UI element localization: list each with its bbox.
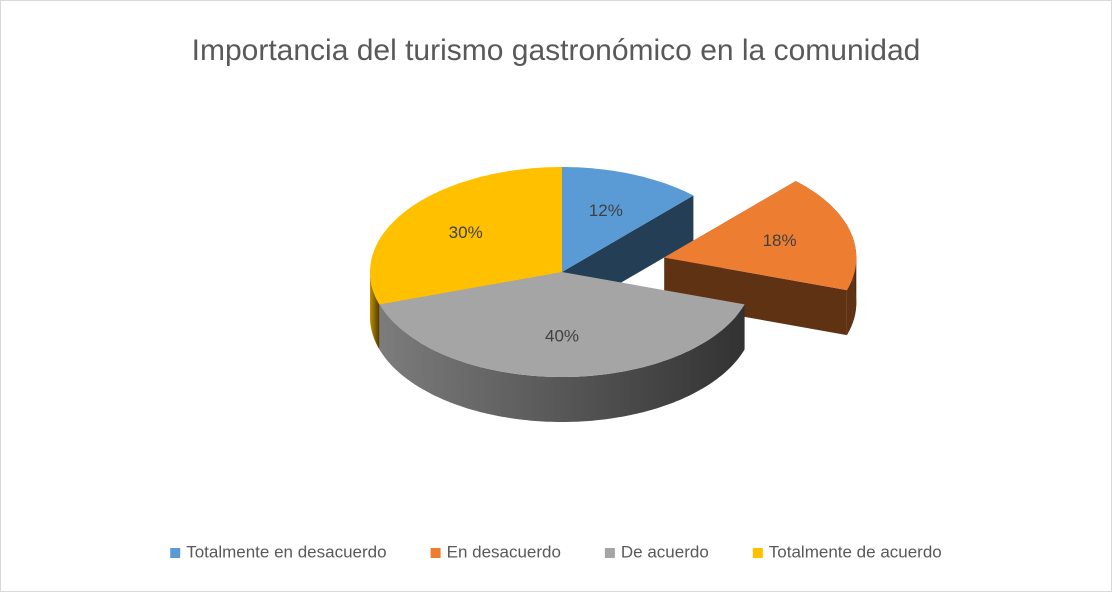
legend-swatch — [430, 548, 441, 558]
data-label: 12% — [589, 201, 623, 220]
slice — [379, 272, 745, 377]
slice-tops — [370, 167, 857, 377]
legend-label: De acuerdo — [621, 542, 709, 561]
legend-swatch — [604, 548, 615, 558]
slice-side — [370, 272, 380, 350]
legend-item: En desacuerdo — [430, 542, 561, 561]
legend-item: Totalmente en desacuerdo — [170, 542, 387, 561]
slice — [370, 167, 562, 305]
legend-item: Totalmente de acuerdo — [752, 542, 942, 561]
slice-side — [664, 257, 847, 336]
chart-title: Importancia del turismo gastronómico en … — [192, 34, 921, 67]
slice — [664, 181, 857, 291]
legend-label: En desacuerdo — [447, 542, 561, 561]
slice-side — [379, 304, 745, 422]
legend-label: Totalmente en desacuerdo — [186, 542, 386, 561]
slice — [562, 167, 694, 272]
legend-item: De acuerdo — [604, 542, 709, 561]
legend-swatch — [752, 548, 763, 558]
legend-swatch — [170, 548, 181, 558]
data-label: 40% — [545, 327, 579, 346]
data-label: 30% — [449, 223, 483, 242]
data-label: 18% — [763, 231, 797, 250]
legend-label: Totalmente de acuerdo — [769, 542, 942, 561]
